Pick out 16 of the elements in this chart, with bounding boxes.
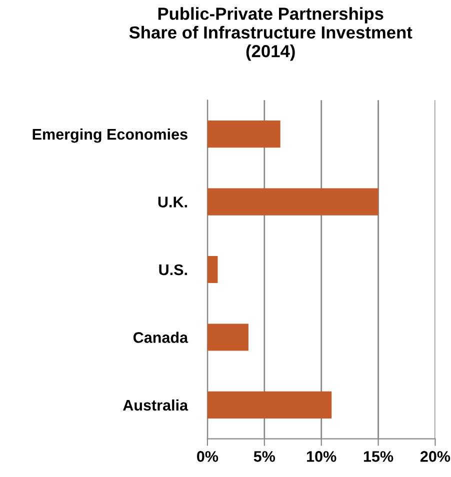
y-tick-label: Australia (123, 399, 188, 411)
x-tick-label: 20% (420, 451, 450, 462)
bar (207, 391, 332, 419)
y-tick-label: Canada (133, 332, 188, 343)
bar (207, 324, 248, 351)
x-tick-label: 0% (197, 451, 218, 462)
x-tick-label: 10% (307, 451, 336, 462)
y-tick-label: Emerging Economies (32, 128, 188, 143)
bar (207, 120, 280, 148)
x-tick-label: 5% (254, 451, 276, 462)
y-tick-label: U.K. (158, 196, 187, 208)
y-tick-label: U.S. (159, 264, 187, 276)
bar (207, 188, 378, 216)
chart-title: Public-Private Partnerships Share of Infrastructure Investment (2014) (129, 7, 412, 61)
bar (207, 256, 218, 284)
x-tick-label: 15% (364, 451, 394, 462)
